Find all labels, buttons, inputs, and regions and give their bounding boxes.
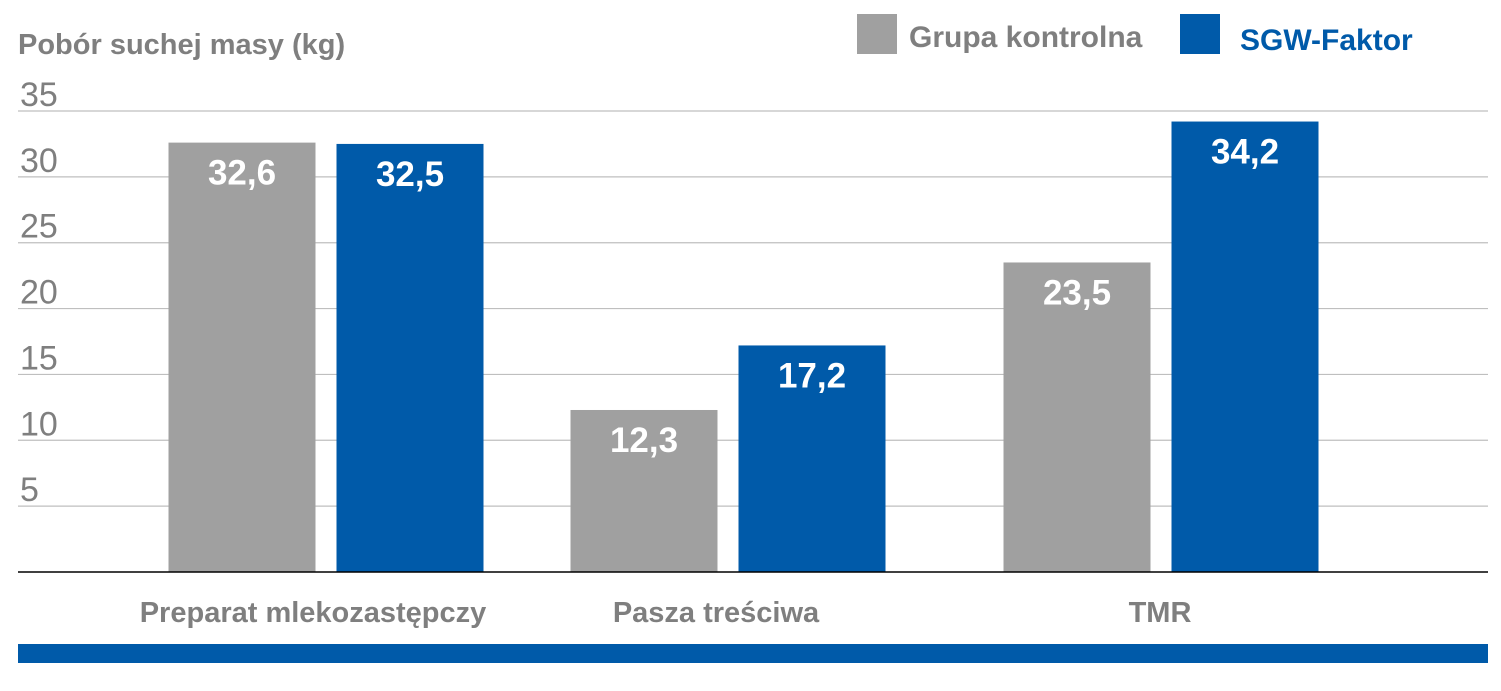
legend-swatch-grupa-kontrolna	[857, 14, 897, 54]
data-label-grupa-kontrolna-0: 32,6	[208, 154, 276, 193]
bar-sgw-faktor-1	[738, 345, 886, 572]
category-label-tmr: TMR	[1129, 597, 1192, 629]
y-tick-label-10: 10	[20, 405, 58, 443]
y-tick-label-20: 20	[20, 274, 58, 312]
y-tick-label-30: 30	[20, 142, 58, 180]
bar-grupa-kontrolna-1	[570, 409, 718, 572]
legend: Grupa kontrolna SGW-Faktor	[857, 14, 1413, 57]
bar-sgw-faktor-2	[1171, 121, 1319, 572]
legend-label-grupa-kontrolna: Grupa kontrolna	[909, 21, 1143, 54]
bar-grupa-kontrolna-2	[1003, 262, 1151, 572]
y-tick-label-15: 15	[20, 339, 58, 377]
y-axis-label: Pobór suchej masy (kg)	[18, 29, 345, 61]
bottom-band	[18, 644, 1488, 663]
data-label-sgw-faktor-1: 17,2	[778, 356, 846, 395]
y-tick-label-25: 25	[20, 208, 58, 246]
data-label-grupa-kontrolna-1: 12,3	[610, 421, 678, 460]
legend-swatch-sgw-faktor	[1180, 14, 1220, 54]
y-tick-label-35: 35	[20, 76, 58, 114]
y-tick-label-5: 5	[20, 471, 39, 509]
category-label-preparat-mlekozastepczy: Preparat mlekozastępczy	[140, 597, 487, 629]
data-label-sgw-faktor-0: 32,5	[376, 155, 444, 194]
bars	[168, 121, 1319, 572]
data-label-grupa-kontrolna-2: 23,5	[1043, 273, 1111, 312]
bar-grupa-kontrolna-0	[168, 142, 316, 572]
bar-sgw-faktor-0	[336, 143, 484, 572]
category-label-pasza-tresciwa: Pasza treściwa	[613, 597, 820, 629]
category-labels: Preparat mlekozastępczy Pasza treściwa T…	[140, 597, 1192, 629]
gridlines: 5 10 15 20 25 30 35	[18, 76, 1488, 509]
data-labels: 32,6 12,3 23,5 32,5 17,2 34,2	[208, 133, 1279, 460]
legend-label-sgw-faktor: SGW-Faktor	[1240, 24, 1413, 57]
data-label-sgw-faktor-2: 34,2	[1211, 133, 1279, 172]
